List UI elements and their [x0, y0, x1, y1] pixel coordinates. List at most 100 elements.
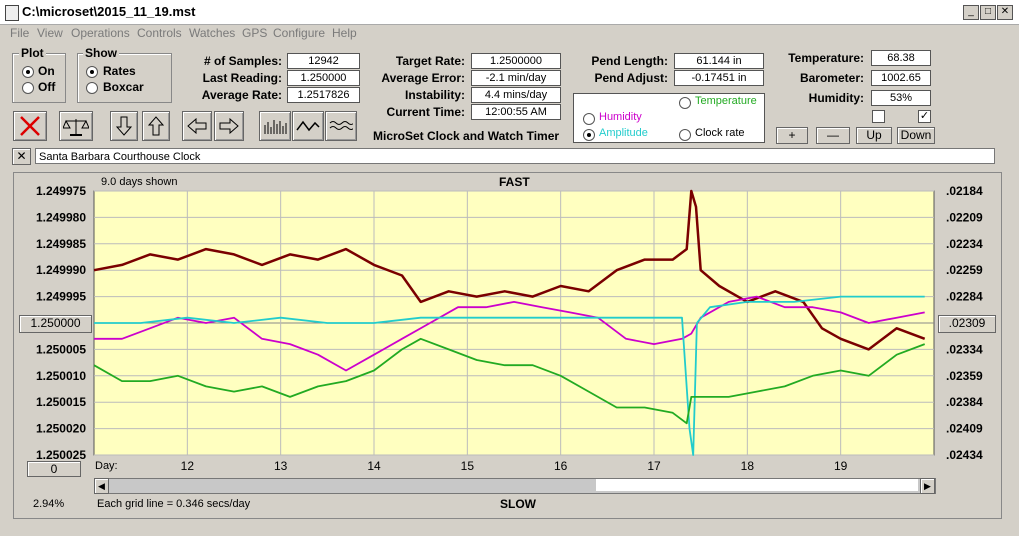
- plot-group-title: Plot: [19, 46, 46, 60]
- maximize-button[interactable]: □: [980, 5, 996, 20]
- humidity-radio[interactable]: [583, 113, 595, 125]
- zoom-out-button[interactable]: —: [816, 127, 850, 144]
- menu-configure[interactable]: Configure: [273, 26, 326, 40]
- show-rates-label: Rates: [103, 64, 136, 78]
- grid: [94, 190, 934, 456]
- close-button[interactable]: ✕: [997, 5, 1013, 20]
- target-rate-label: Target Rate:: [395, 54, 465, 68]
- series-layer: [93, 189, 926, 456]
- bars-icon: [264, 120, 287, 134]
- series-options-box: [573, 93, 765, 143]
- scroll-left-button[interactable]: ◀: [94, 478, 109, 494]
- left-arrow-button[interactable]: [182, 111, 212, 141]
- series-line-3: [93, 337, 926, 425]
- y-left-ticks: 1.249975 1.249980 1.249985 1.249990 1.249995…: [36, 184, 86, 462]
- barometer-value: 1002.65: [871, 70, 931, 86]
- last-reading-label: Last Reading:: [202, 71, 282, 85]
- app-icon: [5, 5, 19, 21]
- chart-title: FAST: [499, 175, 530, 189]
- stop-button[interactable]: [13, 111, 47, 141]
- instability-label: Instability:: [404, 88, 465, 102]
- menu-operations[interactable]: Operations: [71, 26, 130, 40]
- days-shown: 9.0 days shown: [101, 176, 178, 188]
- chart-panel: [13, 172, 1002, 519]
- last-reading-value: 1.250000: [287, 70, 360, 86]
- zoom-percent: 2.94%: [33, 498, 65, 510]
- wave-icon: [296, 120, 320, 132]
- right-arrow-button[interactable]: [214, 111, 244, 141]
- clock-name-field[interactable]: Santa Barbara Courthouse Clock: [35, 148, 995, 164]
- average-rate-value: 1.2517826: [287, 87, 360, 103]
- clock-rate-option-label: Clock rate: [695, 127, 745, 139]
- wave-button[interactable]: [292, 111, 324, 141]
- current-time-value: 12:00:55 AM: [471, 104, 561, 120]
- down-arrow-button[interactable]: [110, 111, 138, 141]
- clock-rate-radio[interactable]: [679, 129, 691, 141]
- temperature-value: 68.38: [871, 50, 931, 66]
- series-line-2: [94, 295, 925, 456]
- show-boxcar-radio[interactable]: [86, 82, 98, 94]
- checkbox-1[interactable]: [872, 110, 885, 123]
- humidity-option-label: Humidity: [599, 111, 642, 123]
- scroll-right-button[interactable]: ▶: [920, 478, 935, 494]
- y-left-tick-label: 1.249990: [36, 263, 86, 277]
- x-tick-label: 18: [741, 459, 755, 473]
- y-right-tick-label: .02334: [946, 342, 983, 356]
- clear-name-button[interactable]: ✕: [12, 148, 31, 165]
- menu-file[interactable]: File: [10, 26, 30, 40]
- menu-gps[interactable]: GPS: [242, 26, 268, 40]
- y-right-ticks: .02184 .02209 .02234 .02259 .02284 .02334 .023…: [946, 184, 983, 462]
- y-right-tick-label: .02409: [946, 422, 983, 436]
- x-tick-label: 12: [181, 459, 195, 473]
- show-rates-radio[interactable]: [86, 66, 98, 78]
- y-right-tick-label: .02384: [946, 395, 983, 409]
- title-bar: C:\microset\2015_11_19.mst _ □ ✕: [0, 0, 1019, 25]
- histogram-button[interactable]: [259, 111, 291, 141]
- offset-value[interactable]: 0: [27, 461, 81, 477]
- average-error-label: Average Error:: [381, 71, 465, 85]
- x-tick-label: 14: [367, 459, 381, 473]
- x-tick-label: 19: [834, 459, 848, 473]
- x-tick-label: 16: [554, 459, 568, 473]
- pend-length-value: 61.144 in: [674, 53, 764, 69]
- y-left-tick-label: 1.250020: [36, 422, 86, 436]
- menu-watches[interactable]: Watches: [189, 26, 236, 40]
- arrow-right-icon: [219, 118, 239, 134]
- zoom-in-button[interactable]: +: [776, 127, 808, 144]
- arrow-down-icon: [116, 116, 132, 136]
- average-error-value: -2.1 min/day: [471, 70, 561, 86]
- scroll-up-button[interactable]: Up: [856, 127, 892, 144]
- x-tick-label: 13: [274, 459, 288, 473]
- show-group-title: Show: [83, 46, 119, 60]
- center-left-value[interactable]: 1.250000: [19, 315, 92, 333]
- samples-value: 12942: [287, 53, 360, 69]
- checkbox-2[interactable]: ✓: [918, 110, 931, 123]
- series-line-1: [94, 295, 925, 372]
- day-axis-label: Day:: [95, 460, 118, 472]
- menu-help[interactable]: Help: [332, 26, 357, 40]
- center-right-value[interactable]: .02309: [938, 315, 996, 333]
- y-left-tick-label: 1.249980: [36, 210, 86, 224]
- scroll-thumb[interactable]: [596, 479, 918, 491]
- scroll-down-button[interactable]: Down: [897, 127, 935, 144]
- barometer-label: Barometer:: [799, 71, 864, 85]
- plot-off-radio[interactable]: [22, 82, 34, 94]
- plot-off-label: Off: [38, 80, 56, 94]
- y-right-tick-label: .02434: [946, 448, 983, 462]
- y-left-tick-label: 1.249975: [36, 184, 86, 198]
- plot-on-radio[interactable]: [22, 66, 34, 78]
- y-left-tick-label: 1.250015: [36, 395, 86, 409]
- y-right-tick-label: .02209: [946, 210, 983, 224]
- y-right-tick-label: .02259: [946, 263, 983, 277]
- amplitude-radio[interactable]: [583, 129, 595, 141]
- balance-button[interactable]: [59, 111, 93, 141]
- y-right-tick-label: .02184: [946, 184, 983, 198]
- up-arrow-button[interactable]: [142, 111, 170, 141]
- temperature-radio[interactable]: [679, 97, 691, 109]
- smooth-button[interactable]: [325, 111, 357, 141]
- menu-controls[interactable]: Controls: [137, 26, 182, 40]
- menu-view[interactable]: View: [37, 26, 63, 40]
- y-left-tick-label: 1.249985: [36, 237, 86, 251]
- minimize-button[interactable]: _: [963, 5, 979, 20]
